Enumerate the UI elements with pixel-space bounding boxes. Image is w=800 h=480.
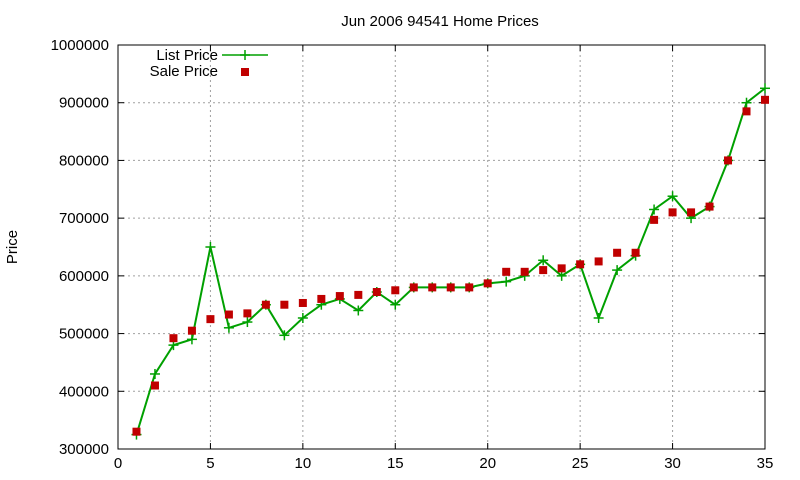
sale-price-point	[705, 202, 714, 211]
sale-price-point	[335, 292, 344, 301]
y-tick-label: 1000000	[51, 37, 109, 54]
list-price-point	[556, 270, 567, 281]
list-price-point	[538, 255, 549, 266]
sale-price-point	[557, 264, 566, 273]
sale-price-point	[354, 290, 363, 299]
y-tick-label: 700000	[59, 210, 109, 227]
plot-frame	[117, 44, 766, 450]
sale-price-point	[576, 260, 585, 269]
grid	[118, 45, 765, 449]
sale-price-point	[520, 267, 529, 276]
sale-price-point	[631, 248, 640, 257]
list-price-point	[390, 299, 401, 310]
list-price-point	[741, 97, 752, 108]
sale-price-point	[465, 283, 474, 292]
list-price-point	[353, 305, 364, 316]
list-price-point	[223, 322, 234, 333]
sale-price-point	[428, 283, 437, 292]
list-price-line	[135, 87, 766, 435]
sale-price-point	[132, 427, 141, 436]
sale-price-point	[761, 95, 769, 104]
sale-price-point	[317, 294, 326, 303]
x-tick-label: 25	[572, 455, 589, 472]
x-tick-label: 0	[114, 455, 122, 472]
list-price-point	[760, 83, 770, 94]
sale-price-point	[409, 283, 418, 292]
list-price-point	[149, 368, 160, 379]
list-price-point	[297, 312, 308, 323]
x-tick-label: 5	[206, 455, 214, 472]
sale-price-point	[372, 288, 381, 297]
list-price-point	[649, 204, 660, 215]
sale-price-point	[539, 266, 548, 275]
sale-price-point	[668, 208, 677, 217]
legend: List Price Sale Price	[150, 47, 268, 80]
list-price-point	[279, 330, 290, 341]
chart-title: Jun 2006 94541 Home Prices	[341, 13, 539, 30]
x-tick-label: 15	[387, 455, 404, 472]
sale-price-point	[298, 298, 307, 307]
y-tick-label: 400000	[59, 383, 109, 400]
sale-price-point	[280, 300, 289, 309]
y-tick-label: 500000	[59, 326, 109, 343]
sale-price-point	[742, 107, 751, 116]
list-price-point	[242, 317, 253, 328]
sale-price-point	[502, 267, 511, 276]
x-axis-tick-labels: 0 5 10 15 20 25 30 35	[114, 455, 774, 472]
x-tick-label: 35	[757, 455, 774, 472]
x-tick-label: 30	[664, 455, 681, 472]
y-tick-label: 600000	[59, 268, 109, 285]
list-price-point	[186, 334, 197, 345]
sale-price-point	[261, 300, 270, 309]
sale-price-point	[446, 283, 455, 292]
list-price-point	[501, 276, 512, 287]
sale-price-point	[724, 156, 733, 165]
y-axis-tick-labels: 300000 400000 500000 600000 700000 800000 9000…	[51, 37, 109, 458]
legend-marker-sale-price	[241, 68, 249, 76]
sale-price-point	[650, 215, 659, 224]
list-price-point	[593, 312, 604, 323]
list-price-point	[612, 265, 623, 276]
legend-marker-list-price	[240, 50, 250, 60]
y-tick-label: 800000	[59, 152, 109, 169]
sale-price-point	[150, 381, 159, 390]
sale-price-point	[243, 309, 252, 318]
x-tick-label: 10	[295, 455, 312, 472]
x-tick-label: 20	[479, 455, 496, 472]
legend-label-sale-price: Sale Price	[150, 63, 218, 80]
sale-price-point	[391, 286, 400, 295]
sale-price-point	[687, 208, 696, 217]
series-layer	[131, 83, 770, 440]
sale-price-point	[187, 326, 196, 335]
list-price-point	[205, 242, 216, 252]
y-axis-label: Price	[4, 230, 21, 264]
sale-price-point	[613, 248, 622, 257]
y-tick-label: 300000	[59, 441, 109, 458]
list-price-point	[667, 191, 678, 202]
sale-price-point	[224, 310, 233, 319]
sale-price-point	[594, 257, 603, 266]
sale-price-point	[483, 279, 492, 288]
sale-price-point	[169, 334, 178, 343]
legend-label-list-price: List Price	[156, 47, 218, 64]
sale-price-point	[206, 315, 215, 324]
y-tick-label: 900000	[59, 95, 109, 112]
